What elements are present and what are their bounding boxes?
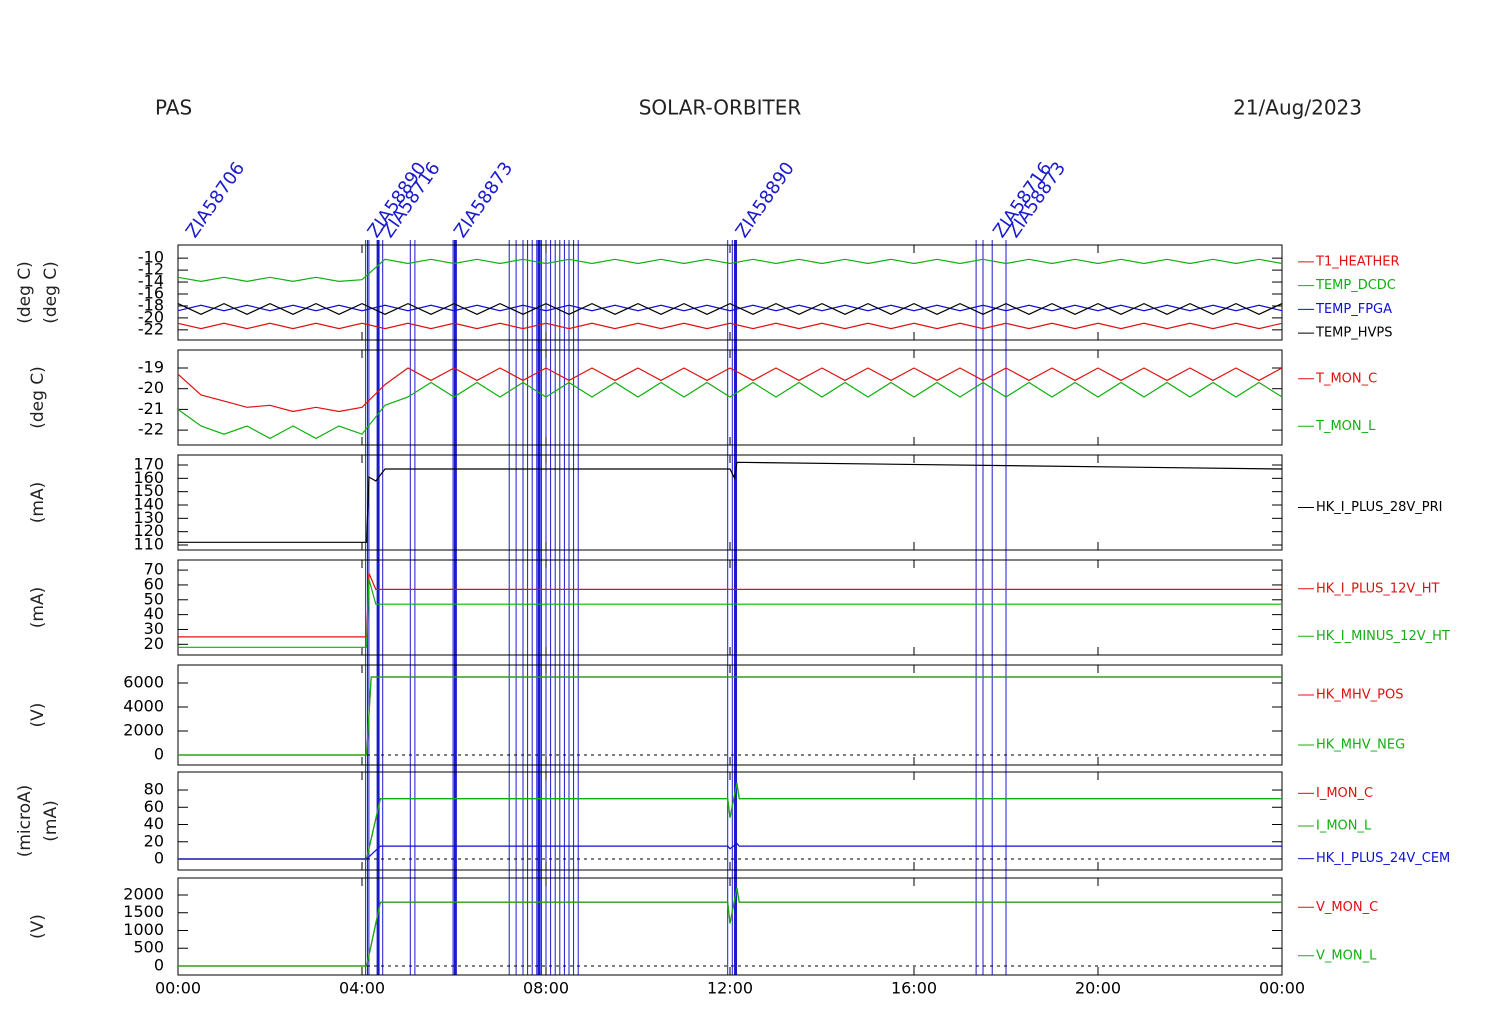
y-tick-label: 130 — [133, 508, 164, 527]
series-line — [178, 461, 1283, 543]
panel-frame — [177, 559, 1283, 656]
y-tick-label: 70 — [144, 560, 164, 579]
legend-label: HK_MHV_POS — [1316, 688, 1404, 703]
y-tick-label: 40 — [144, 814, 164, 833]
y-tick-label: -10 — [138, 248, 164, 267]
event-label: ZIA58706 — [182, 158, 249, 241]
y-tick-label: -22 — [138, 319, 164, 338]
y-tick-label: 0 — [154, 955, 164, 974]
header-center: SOLAR-ORBITER — [639, 96, 802, 120]
y-axis-label: (deg C) — [28, 366, 48, 429]
legend-label: V_MON_C — [1316, 900, 1378, 915]
y-tick-label: 160 — [133, 468, 164, 487]
y-tick-label: 60 — [144, 574, 164, 593]
legend-label: HK_I_PLUS_24V_CEM — [1316, 851, 1450, 866]
y-tick-label: 1000 — [123, 920, 164, 939]
x-tick-label: 16:00 — [891, 979, 937, 998]
y-tick-label: 20 — [144, 634, 164, 653]
panel-frame — [177, 877, 1283, 976]
series-line — [177, 304, 1283, 312]
legend-label: TEMP_DCDC — [1315, 278, 1396, 293]
y-tick-label: -20 — [138, 307, 164, 326]
y-tick-label: -22 — [138, 420, 164, 439]
y-tick-label: 4000 — [123, 697, 164, 716]
y-tick-label: 6000 — [123, 673, 164, 692]
y-tick-label: -12 — [138, 260, 164, 279]
y-tick-label: 170 — [133, 455, 164, 474]
legend-label: T_MON_L — [1315, 419, 1376, 434]
y-axis-label: (mA) — [28, 482, 48, 523]
series-line — [178, 676, 1282, 756]
series-line — [177, 381, 1283, 440]
y-tick-label: 1500 — [123, 902, 164, 921]
panel-frame — [177, 244, 1283, 341]
y-tick-label: 120 — [133, 521, 164, 540]
y-tick-label: 30 — [144, 619, 164, 638]
y-axis-label: (deg C) — [41, 261, 61, 324]
y-tick-label: 80 — [144, 780, 164, 799]
legend-label: HK_I_PLUS_12V_HT — [1316, 581, 1440, 596]
series-line — [178, 676, 1282, 756]
legend-label: I_MON_C — [1316, 786, 1373, 801]
y-tick-label: -20 — [138, 378, 164, 397]
y-tick-label: 2000 — [123, 885, 164, 904]
y-tick-label: 2000 — [123, 721, 164, 740]
legend-label: T_MON_C — [1315, 371, 1377, 386]
y-axis-label: (mA) — [41, 800, 61, 841]
y-axis-label: (V) — [28, 703, 48, 728]
header-right: 21/Aug/2023 — [1233, 96, 1362, 120]
legend-label: HK_I_PLUS_28V_PRI — [1316, 500, 1442, 515]
series-line — [178, 578, 1282, 648]
legend-label: TEMP_FPGA — [1315, 302, 1392, 317]
legend-label: HK_MHV_NEG — [1316, 738, 1405, 753]
y-tick-label: 150 — [133, 481, 164, 500]
legend-label: TEMP_HVPS — [1315, 326, 1392, 341]
panel-frame — [177, 664, 1283, 766]
y-tick-label: 40 — [144, 604, 164, 623]
series-line — [178, 572, 1282, 638]
series-line — [178, 842, 1282, 860]
x-tick-label: 04:00 — [339, 979, 385, 998]
y-tick-label: 0 — [154, 745, 164, 764]
y-tick-label: 20 — [144, 831, 164, 850]
y-axis-label: (microA) — [15, 785, 35, 858]
y-tick-label: 110 — [133, 535, 164, 554]
series-line — [177, 367, 1283, 413]
panel-frame — [177, 771, 1283, 871]
y-tick-label: 50 — [144, 589, 164, 608]
legend-label: HK_I_MINUS_12V_HT — [1316, 629, 1450, 644]
y-axis-label: (V) — [28, 914, 48, 939]
y-tick-label: -19 — [138, 358, 164, 377]
series-line — [177, 322, 1283, 330]
x-tick-label: 12:00 — [707, 979, 753, 998]
x-tick-label: 20:00 — [1075, 979, 1121, 998]
x-tick-label: 08:00 — [523, 979, 569, 998]
y-tick-label: -14 — [138, 272, 164, 291]
y-tick-label: 0 — [154, 849, 164, 868]
y-tick-label: 500 — [133, 938, 164, 957]
x-tick-label: 00:00 — [155, 979, 201, 998]
series-line — [177, 302, 1283, 315]
series-line — [178, 782, 1282, 860]
legend-label: V_MON_L — [1316, 948, 1377, 963]
series-line — [178, 782, 1282, 860]
series-line — [178, 887, 1282, 967]
y-tick-label: 60 — [144, 797, 164, 816]
header-left: PAS — [155, 96, 192, 120]
event-label: ZIA58890 — [732, 158, 799, 241]
y-tick-label: -18 — [138, 295, 164, 314]
legend-label: I_MON_L — [1316, 819, 1372, 834]
legend-label: T1_HEATHER — [1315, 254, 1400, 269]
y-tick-label: -16 — [138, 283, 164, 302]
series-line — [177, 258, 1283, 283]
y-tick-label: -21 — [138, 399, 164, 418]
y-axis-label: (deg C) — [15, 261, 35, 324]
series-line — [178, 887, 1282, 967]
x-tick-label: 00:00 — [1259, 979, 1305, 998]
event-label: ZIA58873 — [450, 158, 517, 241]
y-tick-label: 140 — [133, 495, 164, 514]
y-axis-label: (mA) — [28, 587, 48, 628]
